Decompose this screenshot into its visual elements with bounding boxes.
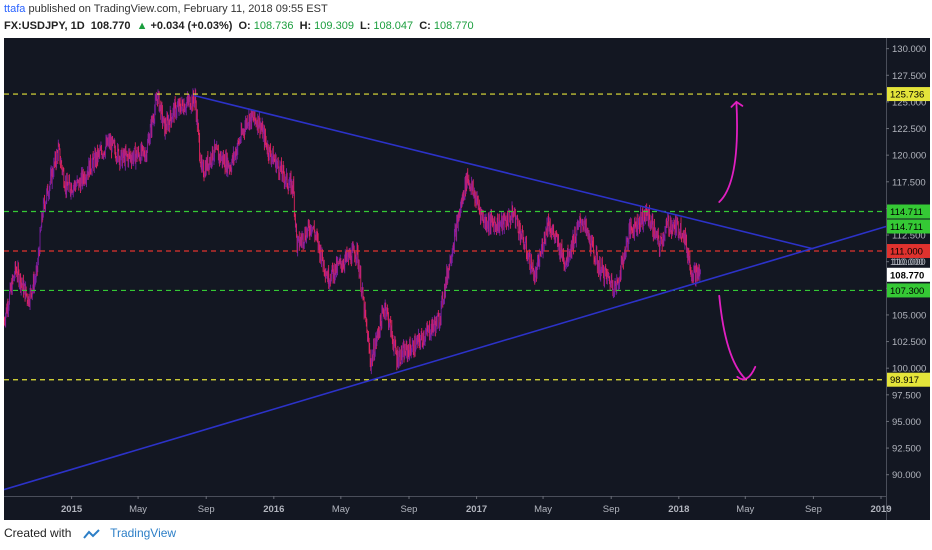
arrow-head-down (736, 365, 757, 381)
publish-info: ttafa published on TradingView.com, Febr… (4, 3, 328, 15)
trendline-1 (193, 94, 814, 250)
level-label: 114.711 (890, 207, 923, 218)
level-tag-111.000 (887, 244, 930, 259)
x-tick-label: 2018 (668, 504, 689, 515)
price-change: +0.034 (+0.03%) (150, 20, 233, 32)
y-tick-label: 117.500 (892, 177, 926, 188)
y-tick-label: 122.500 (892, 124, 926, 135)
published-text: published on TradingView.com, February 1… (28, 3, 328, 15)
y-tick-label: 110.000 (892, 257, 926, 268)
level-tag-98.917 (887, 372, 930, 387)
footer: Created with TradingView (4, 526, 176, 540)
trendline-2 (4, 225, 887, 491)
open-value: 108.736 (253, 20, 294, 32)
symbol-legend: FX:USDJPY, 1D 108.770 ▲ +0.034 (+0.03%) O… (4, 20, 477, 32)
x-tick-label: Sep (805, 504, 822, 515)
high-label: H: (299, 20, 312, 32)
level-label: 107.300 (890, 286, 924, 297)
y-tick-label: 130.000 (892, 44, 926, 55)
y-tick-label: 90.000 (892, 470, 921, 481)
arrow-down (718, 294, 747, 380)
x-tick-label: Sep (198, 504, 215, 515)
created-with-text: Created with (4, 526, 72, 540)
tradingview-logo-icon (82, 529, 100, 539)
price-tag-114.711 (887, 219, 930, 234)
symbol-name[interactable]: FX:USDJPY, 1D (4, 20, 85, 32)
arrow-up (718, 101, 738, 203)
x-tick-label: May (332, 504, 350, 515)
chart-background (4, 38, 930, 520)
x-tick-label: 2019 (870, 504, 891, 515)
y-tick-label: 127.500 (892, 71, 926, 82)
price-chart[interactable]: 130.000 127.500 125.000 122.500 120.000 117.5… (4, 38, 930, 520)
x-tick-label: May (129, 504, 147, 515)
high-value: 109.309 (314, 20, 354, 32)
level-label: 98.917 (890, 375, 919, 386)
y-tick-label: 112.500 (892, 231, 926, 242)
x-tick-label: Sep (603, 504, 620, 515)
close-label: C: (419, 20, 431, 32)
low-value: 108.047 (373, 20, 414, 32)
x-tick-label: May (736, 504, 754, 515)
x-tick-label: Sep (401, 504, 418, 515)
level-tag-107.300 (887, 283, 930, 298)
last-price: 108.770 (90, 20, 131, 32)
y-tick-label: 105.000 (892, 310, 926, 321)
x-tick-label: 2016 (263, 504, 284, 515)
arrow-head-up (730, 100, 744, 108)
level-label: 111.000 (890, 247, 923, 258)
author-link[interactable]: ttafa (4, 3, 26, 15)
y-tick-label: 125.000 (892, 97, 926, 108)
price-tag-label: 110.000 (890, 257, 924, 268)
price-tag-label: 114.711 (890, 222, 923, 233)
level-tag-125.736 (887, 87, 930, 102)
level-label: 125.736 (890, 90, 924, 101)
low-label: L: (360, 20, 371, 32)
y-tick-label: 97.500 (892, 390, 921, 401)
close-value: 108.770 (433, 20, 474, 32)
price-tag-108.770 (887, 267, 930, 282)
price-series (4, 87, 701, 375)
x-tick-label: May (534, 504, 552, 515)
change-up-icon: ▲ (136, 20, 148, 32)
tradingview-brand[interactable]: TradingView (110, 526, 177, 540)
y-tick-label: 92.500 (892, 444, 921, 455)
y-tick-label: 95.000 (892, 417, 921, 428)
level-tag-114.711 (887, 204, 930, 219)
y-tick-label: 100.000 (892, 364, 926, 375)
y-tick-label: 102.500 (892, 337, 926, 348)
x-tick-label: 2015 (61, 504, 83, 515)
y-tick-label: 120.000 (892, 151, 926, 162)
price-tag-label: 108.770 (890, 270, 924, 281)
open-label: O: (238, 20, 251, 32)
x-tick-label: 2017 (466, 504, 487, 515)
